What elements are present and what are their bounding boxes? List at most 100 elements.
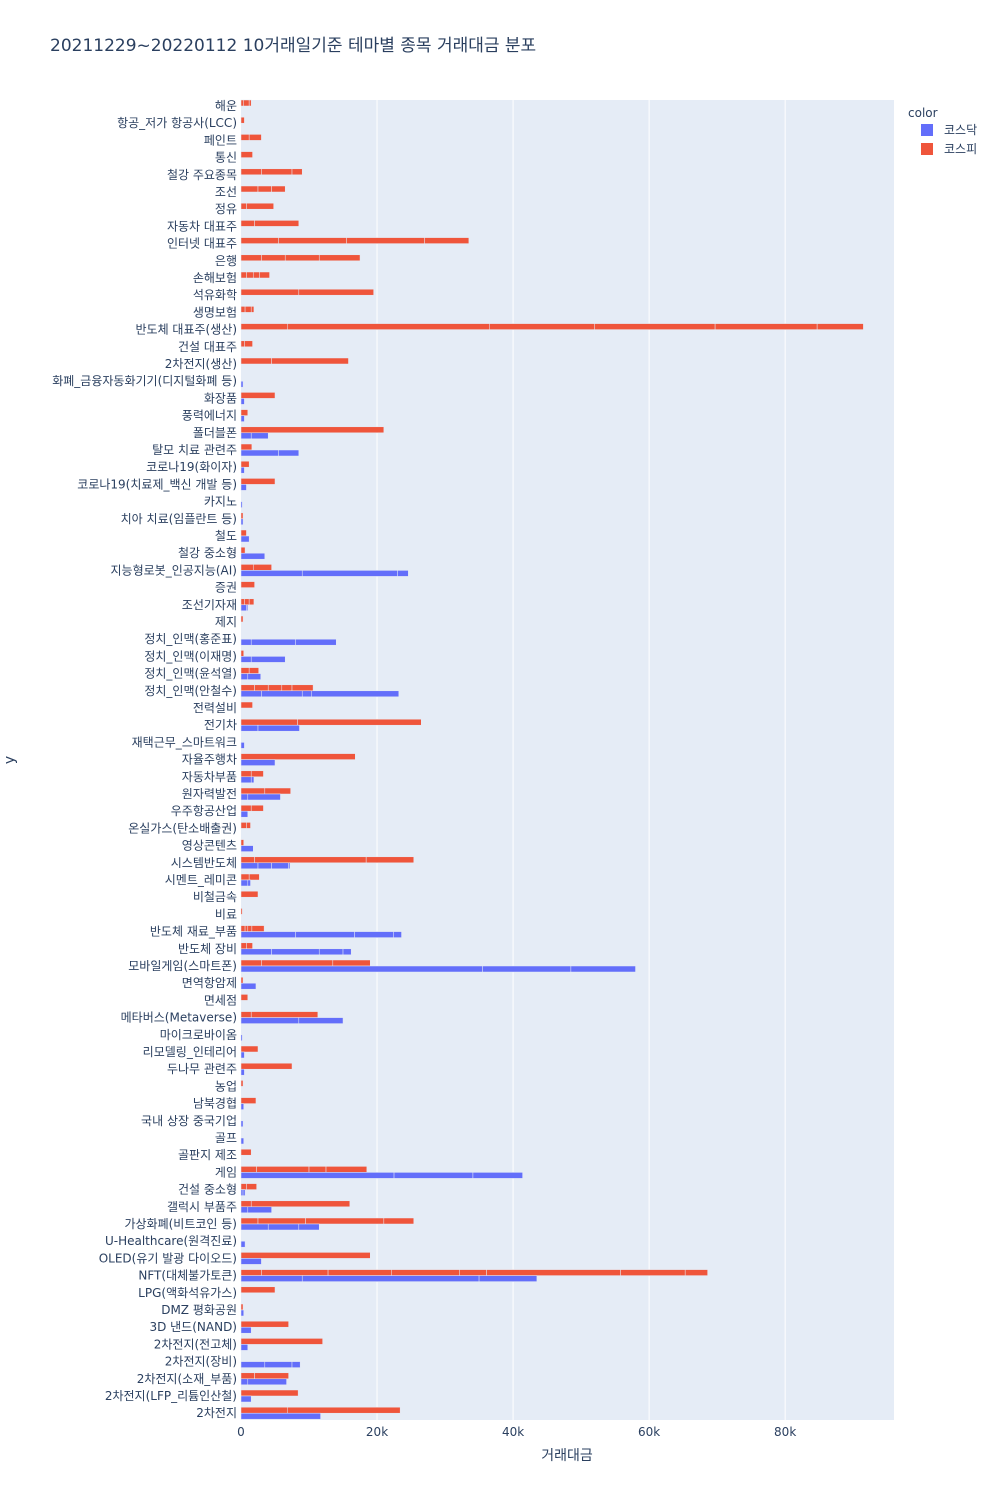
bar-kosdaq[interactable] [240,1240,246,1248]
bar-kospi[interactable] [318,254,361,262]
bar-kosdaq[interactable] [240,501,243,508]
bar-kosdaq[interactable] [397,570,409,577]
bar-kospi[interactable] [240,976,244,984]
bar-kosdaq[interactable] [240,862,259,870]
bar-kosdaq[interactable] [240,638,252,646]
bar-kospi[interactable] [240,1148,252,1156]
bar-kosdaq[interactable] [240,518,244,526]
bar-kosdaq[interactable] [240,466,245,474]
bar-kosdaq[interactable] [261,690,303,698]
bar-kospi[interactable] [240,804,252,812]
bar-kosdaq[interactable] [240,1309,244,1317]
bar-kospi[interactable] [240,1286,276,1294]
bar-kospi[interactable] [246,822,251,829]
bar-kospi[interactable] [246,942,253,950]
legend-label[interactable]: 코스닥 [944,123,977,137]
bar-kospi[interactable] [327,1269,392,1276]
bar-kospi[interactable] [240,220,255,227]
bar-kospi[interactable] [240,1011,252,1018]
bar-kospi[interactable] [297,718,422,726]
bar-kospi[interactable] [489,323,595,330]
bar-kospi[interactable] [240,787,266,795]
bar-kospi[interactable] [240,650,244,657]
bar-kosdaq[interactable] [240,535,250,543]
bar-kospi[interactable] [240,615,244,623]
bar-kospi[interactable] [240,306,246,313]
bar-kospi[interactable] [271,185,286,193]
bar-kosdaq[interactable] [257,724,300,732]
bar-kosdaq[interactable] [240,1189,244,1196]
bar-kospi[interactable] [248,873,260,881]
bar-kospi[interactable] [240,1183,247,1190]
bar-kosdaq[interactable] [482,965,572,973]
bar-kospi[interactable] [240,1045,259,1053]
bar-kospi[interactable] [240,890,259,898]
bar-kospi[interactable] [240,1062,293,1070]
bar-kosdaq[interactable] [240,1137,244,1145]
bar-kosdaq[interactable] [240,1103,244,1110]
bar-kosdaq[interactable] [318,948,344,956]
bar-kosdaq[interactable] [240,552,266,560]
bar-kospi[interactable] [459,1269,487,1276]
bar-kospi[interactable] [240,168,262,176]
bar-kospi[interactable] [246,1183,257,1190]
bar-kospi[interactable] [816,323,864,330]
bar-kosdaq[interactable] [247,793,281,801]
bar-kospi[interactable] [261,168,293,176]
bar-kospi[interactable] [240,1097,257,1104]
bar-kospi[interactable] [240,460,250,468]
bar-kospi[interactable] [240,839,244,846]
bar-kospi[interactable] [240,753,356,760]
bar-kospi[interactable] [251,925,265,932]
bar-kosdaq[interactable] [240,1051,245,1059]
bar-kosdaq[interactable] [240,1172,395,1179]
bar-kosdaq[interactable] [570,965,636,973]
bar-kospi[interactable] [684,1269,708,1276]
bar-kospi[interactable] [271,357,349,365]
bar-kospi[interactable] [240,770,252,778]
bar-kospi[interactable] [248,598,255,606]
bar-kospi[interactable] [247,925,253,932]
bar-kospi[interactable] [240,529,247,537]
bar-kospi[interactable] [244,340,253,348]
bar-kospi[interactable] [287,323,490,330]
bar-kosdaq[interactable] [278,449,300,457]
bar-kospi[interactable] [291,684,314,692]
bar-kosdaq[interactable] [240,776,252,784]
bar-kosdaq[interactable] [240,1120,244,1128]
bar-kospi[interactable] [240,1080,244,1087]
bar-kosdaq[interactable] [250,432,269,440]
bar-kosdaq[interactable] [240,948,272,956]
bar-kospi[interactable] [240,443,253,451]
bar-kosdaq[interactable] [240,1068,245,1076]
bar-kosdaq[interactable] [240,965,483,973]
bar-kosdaq[interactable] [301,1275,480,1282]
bar-kospi[interactable] [248,667,259,674]
bar-kosdaq[interactable] [240,1258,262,1265]
bar-kosdaq[interactable] [240,1344,249,1351]
bar-kospi[interactable] [240,1303,244,1311]
bar-kosdaq[interactable] [240,673,249,680]
bar-kosdaq[interactable] [393,931,402,938]
bar-kospi[interactable] [240,1166,257,1173]
bar-kosdaq[interactable] [247,1378,287,1386]
legend-swatch[interactable] [921,143,933,155]
bar-kospi[interactable] [298,288,374,296]
bar-kosdaq[interactable] [240,484,247,491]
bar-kosdaq[interactable] [301,570,398,577]
bar-kospi[interactable] [259,271,270,279]
bar-kospi[interactable] [254,684,269,692]
bar-kosdaq[interactable] [247,673,261,680]
bar-kospi[interactable] [240,959,262,967]
bar-kospi[interactable] [305,1217,385,1225]
bar-kospi[interactable] [240,237,279,244]
bar-kosdaq[interactable] [240,415,245,422]
bar-kospi[interactable] [287,1406,401,1414]
bar-kospi[interactable] [248,99,252,107]
bar-kosdaq[interactable] [298,1223,320,1231]
bar-kosdaq[interactable] [240,604,247,612]
bar-kospi[interactable] [383,1217,415,1225]
bar-kosdaq[interactable] [240,742,245,749]
bar-kospi[interactable] [308,1166,327,1173]
bar-kospi[interactable] [240,1320,289,1328]
